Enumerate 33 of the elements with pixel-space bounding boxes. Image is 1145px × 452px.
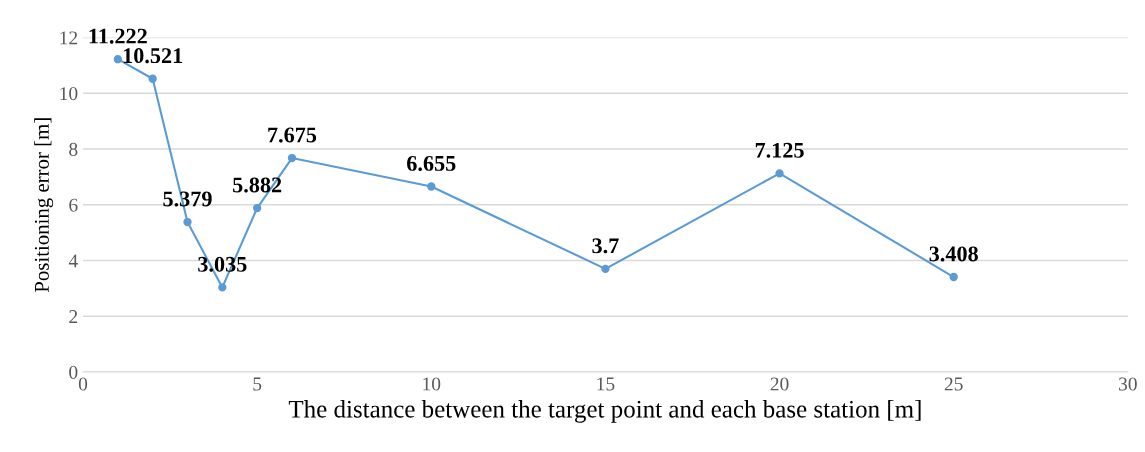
point <box>113 55 123 64</box>
y-tick-label: 0 <box>69 365 78 379</box>
x-axis-title: The distance between the target point and each base station [m] <box>288 400 921 423</box>
x-tick-label: 0 <box>78 377 88 391</box>
x-tick-label: 20 <box>770 377 789 391</box>
point <box>218 283 227 292</box>
y-tick-label: 4 <box>68 254 78 268</box>
data-label: 10.521 <box>123 48 183 64</box>
data-label: 7.125 <box>755 142 804 158</box>
x-tick-label: 15 <box>597 377 615 391</box>
y-tick-label: 12 <box>60 31 78 45</box>
point <box>148 74 157 83</box>
point <box>775 169 784 178</box>
data-label: 6.655 <box>407 155 456 171</box>
point <box>601 264 610 274</box>
x-tick-label: 30 <box>1119 377 1137 391</box>
point <box>427 182 436 191</box>
data-label: 3.408 <box>929 246 978 262</box>
y-tick-label: 6 <box>69 198 78 212</box>
data-label: 3.7 <box>592 238 619 254</box>
y-tick-label: 10 <box>60 87 78 101</box>
x-tick-label: 5 <box>253 377 262 391</box>
y-tick-label: 8 <box>69 142 78 156</box>
y-tick-label: 2 <box>69 310 78 323</box>
x-tick-label: 10 <box>423 377 441 391</box>
point <box>183 217 192 227</box>
point <box>949 272 958 282</box>
data-label: 11.222 <box>89 28 147 44</box>
x-tick-label: 25 <box>944 377 963 391</box>
point <box>252 203 262 213</box>
data-label: 7.675 <box>268 127 317 143</box>
y-axis-title: Positioning error [m] <box>34 118 54 293</box>
point <box>287 153 297 163</box>
